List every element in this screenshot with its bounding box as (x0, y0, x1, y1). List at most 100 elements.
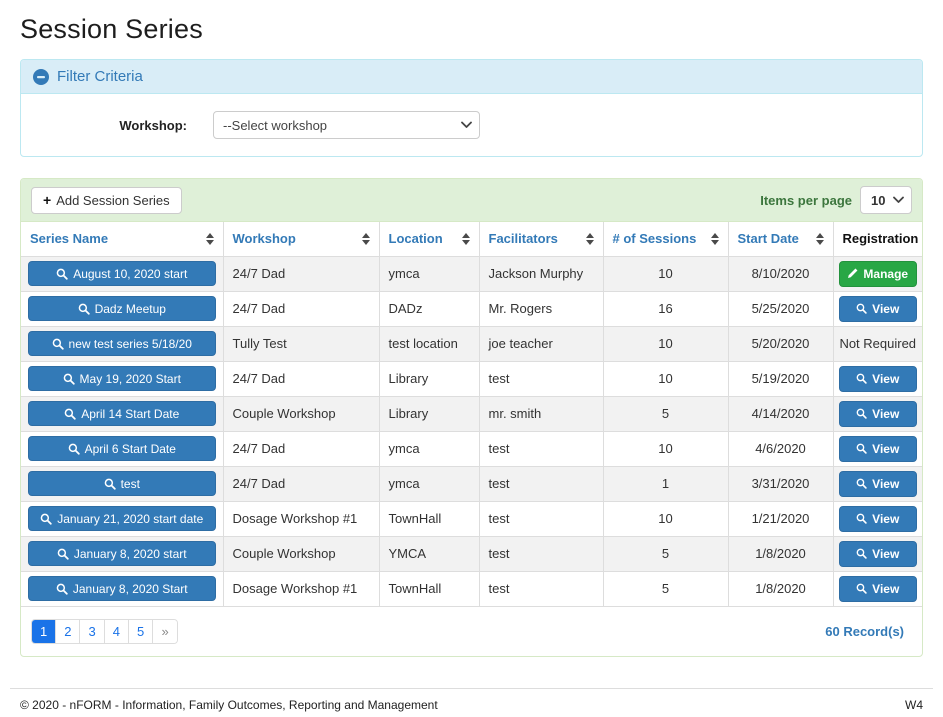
view-registration-button[interactable]: View (838, 365, 917, 392)
pagination: 1 2 3 4 5 » (31, 618, 179, 644)
sessions-cell: 10 (602, 430, 729, 467)
workshop-label: Workshop: (119, 117, 187, 133)
sessions-cell: 10 (602, 325, 729, 362)
view-registration-button[interactable]: View (838, 400, 917, 427)
column-header-location[interactable]: Location (380, 231, 479, 246)
page-button-2[interactable]: 2 (56, 619, 81, 643)
workshop-cell: Tully Test (222, 325, 380, 362)
location-cell: ymca (378, 465, 480, 502)
sessions-cell: 5 (602, 535, 729, 572)
view-registration-button[interactable]: View (838, 470, 917, 497)
page-button-1[interactable]: 1 (32, 619, 57, 643)
magnifier-icon (856, 513, 867, 524)
location-cell: test location (378, 325, 480, 362)
start-date-cell: 1/8/2020 (727, 535, 834, 572)
series-name-button[interactable]: May 19, 2020 Start (28, 366, 216, 391)
filter-body: Workshop: --Select workshop (21, 94, 922, 156)
page-button-next[interactable]: » (153, 619, 178, 643)
sort-arrows-icon[interactable] (205, 232, 214, 245)
manage-registration-button[interactable]: Manage (838, 260, 917, 287)
series-name-button[interactable]: January 8, 2020 Start (28, 576, 216, 601)
add-session-series-button[interactable]: + Add Session Series (31, 186, 182, 214)
location-cell: TownHall (378, 500, 480, 537)
table-row: January 8, 2020 Start Dosage Workshop #1… (21, 570, 922, 607)
series-name-label: test (120, 476, 140, 491)
location-cell: Library (378, 360, 480, 397)
series-name-button[interactable]: January 21, 2020 start date (28, 506, 216, 531)
view-registration-button[interactable]: View (838, 540, 917, 567)
sessions-cell: 16 (602, 290, 729, 327)
sessions-cell: 10 (602, 255, 729, 292)
workshop-cell: Couple Workshop (222, 535, 380, 572)
magnifier-icon (856, 443, 867, 454)
series-name-button[interactable]: new test series 5/18/20 (28, 331, 216, 356)
view-registration-button[interactable]: View (838, 505, 917, 532)
magnifier-icon (56, 583, 68, 595)
series-name-button[interactable]: August 10, 2020 start (28, 261, 216, 286)
facilitators-cell: Jackson Murphy (478, 255, 604, 292)
magnifier-icon (56, 268, 68, 280)
series-name-button[interactable]: test (28, 471, 216, 496)
facilitators-cell: test (478, 430, 604, 467)
series-name-button[interactable]: Dadz Meetup (28, 296, 216, 321)
items-per-page-select[interactable]: 10 (860, 186, 912, 214)
series-name-label: Dadz Meetup (94, 301, 166, 316)
series-name-label: January 8, 2020 Start (72, 581, 188, 596)
start-date-cell: 1/21/2020 (727, 500, 834, 537)
sort-arrows-icon[interactable] (361, 232, 370, 245)
view-registration-button[interactable]: View (838, 295, 917, 322)
table-row: January 21, 2020 start date Dosage Works… (21, 500, 922, 537)
workshop-cell: Couple Workshop (222, 395, 380, 432)
table-row: Dadz Meetup 24/7 Dad DADz Mr. Rogers 16 … (21, 290, 922, 327)
facilitators-cell: test (478, 360, 604, 397)
sort-arrows-icon[interactable] (461, 232, 470, 245)
sort-arrows-icon[interactable] (815, 232, 824, 245)
registration-not-required-text: Not Required (839, 336, 917, 351)
filter-criteria-title: Filter Criteria (57, 68, 143, 85)
page-button-5[interactable]: 5 (128, 619, 154, 643)
start-date-cell: 4/14/2020 (727, 395, 834, 432)
workshop-cell: 24/7 Dad (222, 255, 380, 292)
series-name-button[interactable]: April 14 Start Date (28, 401, 216, 426)
page-button-4[interactable]: 4 (104, 619, 129, 643)
magnifier-icon (856, 303, 867, 314)
page-button-3[interactable]: 3 (80, 619, 105, 643)
minus-circle-icon (33, 68, 49, 85)
magnifier-icon (104, 478, 116, 490)
table-row: April 14 Start Date Couple Workshop Libr… (21, 395, 922, 432)
location-cell: DADz (378, 290, 480, 327)
table-header-row: Series Name Workshop Location Facilitato… (21, 222, 922, 257)
environment-label: W4 (905, 697, 923, 712)
column-header-series-name[interactable]: Series Name (21, 231, 223, 246)
column-header-start-date[interactable]: Start Date (729, 231, 833, 246)
filter-criteria-header[interactable]: Filter Criteria (21, 60, 922, 94)
pencil-icon (847, 268, 858, 279)
sessions-cell: 10 (602, 360, 729, 397)
sort-arrows-icon[interactable] (585, 232, 594, 245)
view-registration-button[interactable]: View (838, 435, 917, 462)
items-per-page-label: Items per page (760, 192, 852, 208)
facilitators-cell: test (478, 500, 604, 537)
facilitators-cell: test (478, 465, 604, 502)
magnifier-icon (64, 408, 76, 420)
workshop-cell: 24/7 Dad (222, 360, 380, 397)
column-header-workshop[interactable]: Workshop (224, 231, 379, 246)
workshop-select[interactable]: --Select workshop (213, 111, 480, 139)
series-name-label: August 10, 2020 start (73, 266, 188, 281)
column-header-facilitators[interactable]: Facilitators (480, 231, 603, 246)
workshop-cell: 24/7 Dad (222, 290, 380, 327)
facilitators-cell: test (478, 535, 604, 572)
view-registration-button[interactable]: View (838, 575, 917, 602)
workshop-cell: 24/7 Dad (222, 430, 380, 467)
sessions-cell: 1 (602, 465, 729, 502)
column-header-num-sessions[interactable]: # of Sessions (604, 231, 728, 246)
workshop-cell: 24/7 Dad (222, 465, 380, 502)
table-row: April 6 Start Date 24/7 Dad ymca test 10… (21, 430, 922, 467)
start-date-cell: 5/20/2020 (727, 325, 834, 362)
series-name-button[interactable]: January 8, 2020 start (28, 541, 216, 566)
series-name-label: April 6 Start Date (84, 441, 176, 456)
series-name-button[interactable]: April 6 Start Date (28, 436, 216, 461)
table-row: test 24/7 Dad ymca test 1 3/31/2020 View (21, 465, 922, 502)
sort-arrows-icon[interactable] (710, 232, 719, 245)
column-header-registration: Registration (842, 231, 919, 247)
